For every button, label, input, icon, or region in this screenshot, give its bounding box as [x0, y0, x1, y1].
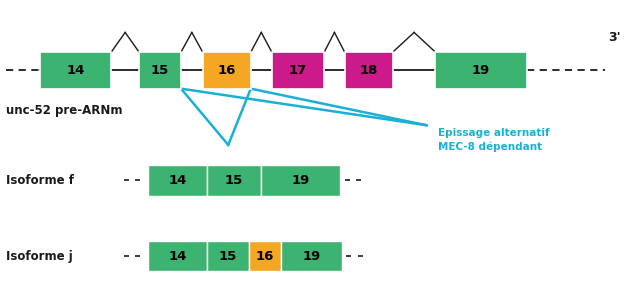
- Bar: [148, 165, 207, 195]
- Text: 19: 19: [292, 174, 310, 187]
- Text: Epissage alternatif
MEC-8 dépendant: Epissage alternatif MEC-8 dépendant: [438, 128, 550, 152]
- Text: 19: 19: [472, 64, 490, 77]
- Text: 3': 3': [609, 31, 621, 44]
- Bar: [203, 52, 251, 89]
- Text: 15: 15: [225, 174, 243, 187]
- Text: 19: 19: [302, 249, 321, 263]
- Text: 15: 15: [219, 249, 237, 263]
- Text: 16: 16: [256, 249, 274, 263]
- Bar: [281, 241, 341, 272]
- Bar: [207, 165, 261, 195]
- Text: 15: 15: [151, 64, 169, 77]
- Bar: [435, 52, 527, 89]
- Bar: [272, 52, 324, 89]
- Bar: [249, 241, 281, 272]
- Text: 14: 14: [168, 249, 187, 263]
- Bar: [207, 241, 249, 272]
- Bar: [148, 241, 207, 272]
- Text: unc-52 pre-ARNm: unc-52 pre-ARNm: [6, 104, 123, 117]
- Text: 16: 16: [217, 64, 236, 77]
- Text: 14: 14: [168, 174, 187, 187]
- Bar: [40, 52, 112, 89]
- Text: 14: 14: [67, 64, 85, 77]
- Text: Isoforme f: Isoforme f: [6, 174, 74, 187]
- Bar: [139, 52, 181, 89]
- Text: Isoforme j: Isoforme j: [6, 249, 73, 263]
- Text: 17: 17: [289, 64, 307, 77]
- Bar: [261, 165, 340, 195]
- Bar: [345, 52, 392, 89]
- Text: 18: 18: [360, 64, 378, 77]
